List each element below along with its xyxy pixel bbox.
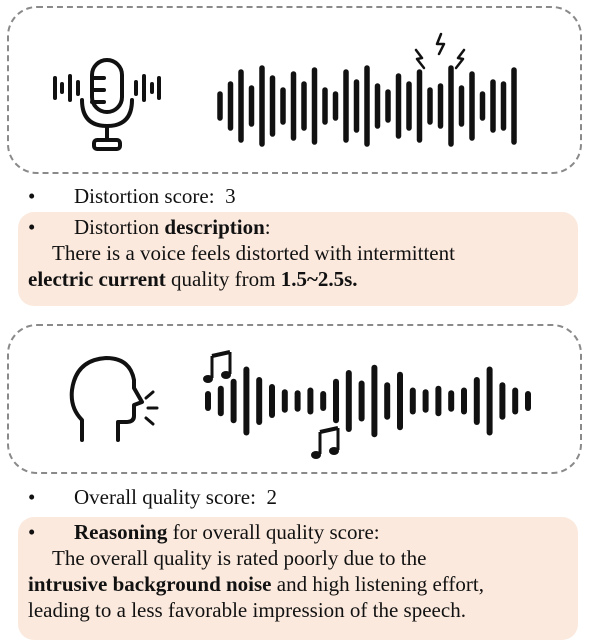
distortion-score-label: Distortion score:	[74, 184, 215, 208]
reason-line-2-bold: intrusive background noise	[28, 572, 272, 596]
music-note-icon	[203, 350, 232, 383]
distortion-score-value: 3	[225, 184, 236, 208]
bullet: •	[28, 485, 36, 509]
speaking-head-icon	[69, 356, 159, 442]
overall-score-value: 2	[266, 485, 277, 509]
desc-line-2-bold2: 1.5~2.5s.	[280, 267, 358, 291]
reason-line-1: The overall quality is rated poorly due …	[52, 546, 427, 570]
reason-line-2-rest: and high listening effort,	[271, 572, 484, 596]
audio-frame-noise	[7, 324, 582, 474]
reason-suffix: for overall quality score:	[167, 520, 380, 544]
bullet: •	[28, 520, 36, 544]
desc-line-1: There is a voice feels distorted with in…	[52, 241, 455, 265]
electric-spark-icon	[414, 32, 466, 70]
bullet: •	[28, 184, 36, 208]
desc-line-2-bold: electric current	[28, 267, 166, 291]
audio-frame-distortion	[7, 6, 582, 174]
overall-score-label: Overall quality score:	[74, 485, 256, 509]
desc-bold: description	[164, 215, 265, 239]
desc-line-2-mid: quality from	[165, 267, 281, 291]
distortion-description-box: • Distortion description: There is a voic…	[18, 212, 578, 306]
reason-bold: Reasoning	[74, 520, 168, 544]
music-note-icon	[311, 426, 340, 459]
waveform-icon	[205, 364, 531, 438]
desc-prefix: Distortion	[74, 215, 160, 239]
distortion-score-line: • Distortion score: 3	[28, 183, 236, 209]
microphone-icon	[53, 58, 161, 151]
reasoning-box: • Reasoning for overall quality score: Th…	[18, 517, 578, 640]
overall-score-line: • Overall quality score: 2	[28, 484, 277, 510]
reason-line-3: leading to a less favorable impression o…	[28, 598, 466, 622]
waveform-icon	[217, 65, 517, 147]
bullet: •	[28, 215, 36, 239]
desc-suffix: :	[264, 215, 271, 239]
